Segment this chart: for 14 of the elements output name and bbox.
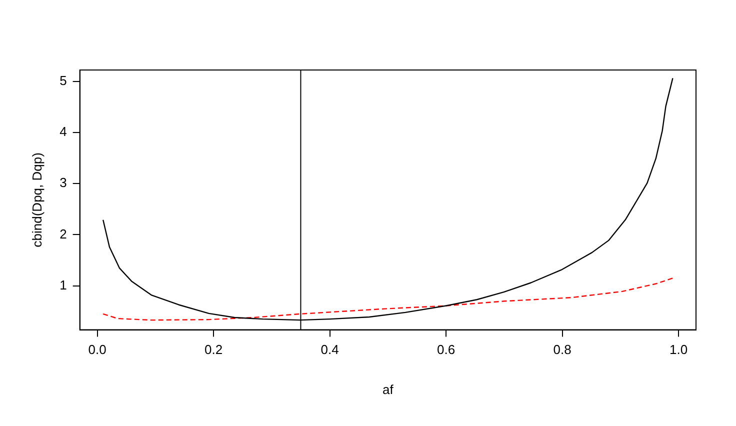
line-series (102, 278, 674, 321)
y-axis-title: cbind(Dpq, Dqp) (29, 152, 44, 248)
x-tick-label: 1.0 (670, 342, 688, 358)
x-tick-label: 0.0 (88, 342, 106, 358)
x-tick-label: 0.6 (437, 342, 456, 358)
x-tick-label: 0.2 (204, 342, 223, 358)
x-tick-label: 0.8 (553, 342, 572, 358)
x-tick-label: 0.4 (320, 342, 339, 358)
y-tick-label: 5 (60, 72, 67, 88)
y-tick-label: 3 (60, 175, 67, 190)
y-tick-label: 2 (60, 226, 67, 242)
x-axis-title: af (382, 382, 394, 397)
y-tick-label: 1 (60, 277, 67, 292)
y-tick-label: 4 (60, 124, 67, 139)
